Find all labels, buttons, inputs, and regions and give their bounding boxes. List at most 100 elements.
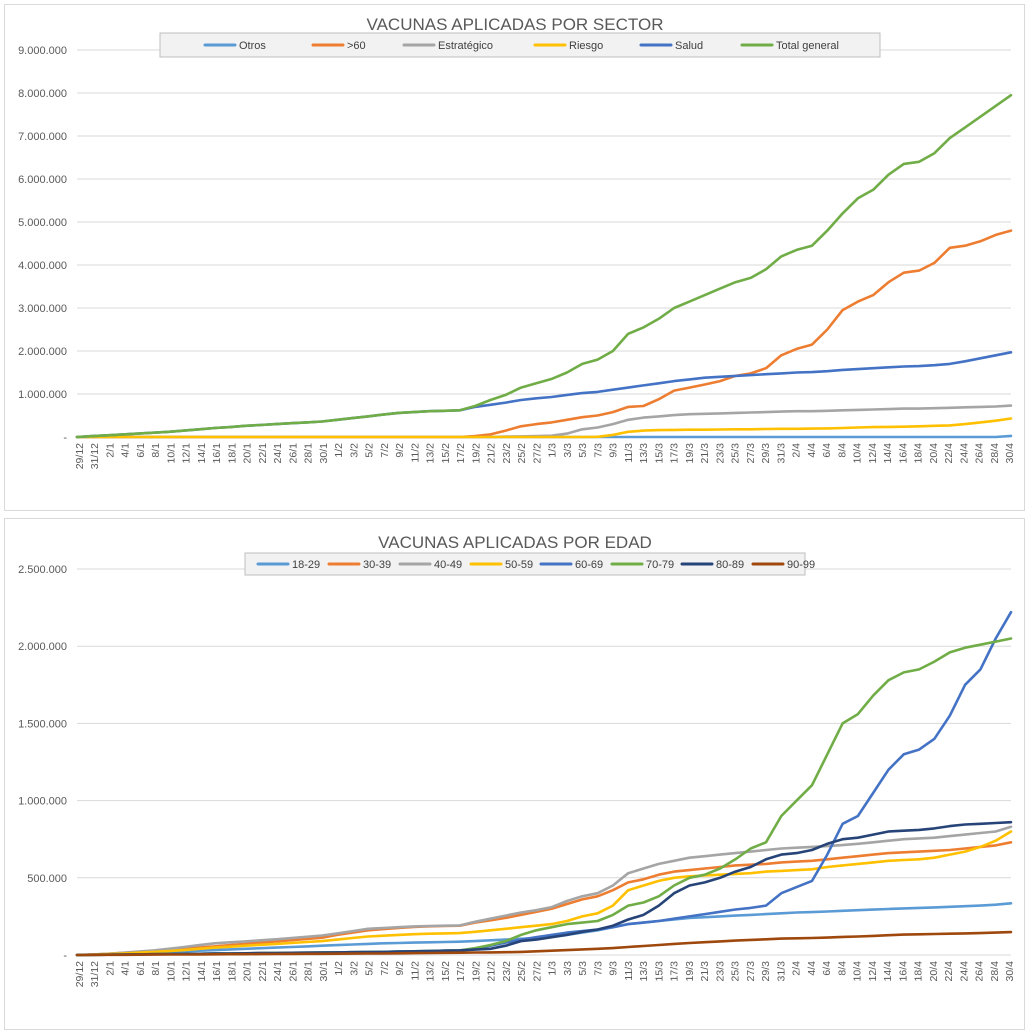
- x-tick-label: 16/1: [211, 443, 223, 464]
- y-tick-label: 1.000.000: [18, 796, 67, 808]
- x-tick-label: 29/12: [74, 443, 86, 469]
- x-tick-label: 6/4: [821, 961, 833, 976]
- chart-legend: 18-29 30-39 40-49 50-59 60-69 70-79 80-89 90-99: [244, 552, 815, 576]
- x-tick-label: 19/3: [684, 443, 696, 464]
- y-tick-label: 9.000.000: [18, 45, 67, 57]
- age-chart: VACUNAS APLICADAS POR EDAD - 500.000 1.000…: [18, 533, 1016, 987]
- x-tick-label: 2/4: [791, 961, 803, 976]
- x-tick-label: 28/4: [989, 961, 1001, 982]
- y-tick-label: 7.000.000: [18, 131, 67, 143]
- x-tick-label: 23/3: [714, 443, 726, 464]
- y-tick-label: 2.000.000: [18, 346, 67, 358]
- x-tick-label: 22/4: [943, 961, 955, 982]
- y-tick-label: 6.000.000: [18, 174, 67, 186]
- legend-label: Otros: [239, 40, 266, 52]
- y-tick-label: 1.000.000: [18, 389, 67, 401]
- x-tick-label: 21/3: [699, 443, 711, 464]
- legend-label: Total general: [776, 40, 839, 52]
- legend-label: Estratégico: [438, 40, 493, 52]
- chart-title: VACUNAS APLICADAS POR SECTOR: [367, 15, 664, 34]
- x-tick-label: 29/3: [760, 961, 772, 982]
- x-tick-label: 4/1: [120, 443, 132, 458]
- legend-label: 18-29: [292, 559, 320, 571]
- x-tick-label: 8/1: [150, 443, 162, 458]
- y-tick-label: 4.000.000: [18, 260, 67, 272]
- x-tick-label: 1/3: [547, 443, 559, 458]
- series-line-50-59: [75, 830, 1013, 957]
- y-tick-label: 3.000.000: [18, 303, 67, 315]
- x-tick-label: 5/2: [364, 443, 376, 458]
- x-tick-label: 13/3: [638, 443, 650, 464]
- y-tick-label: 2.000.000: [18, 641, 67, 653]
- x-tick-label: 9/2: [394, 443, 406, 458]
- x-tick-label: 7/3: [592, 961, 604, 976]
- sector-chart-panel: VACUNAS APLICADAS POR SECTOR - 1.000.000 2…: [4, 4, 1025, 511]
- x-tick-label: 14/1: [196, 443, 208, 464]
- series-line-90-99: [75, 930, 1013, 957]
- legend-label: Salud: [675, 40, 703, 52]
- x-tick-label: 22/1: [257, 443, 269, 464]
- x-tick-label: 17/2: [455, 961, 467, 982]
- x-tick-label: 17/3: [669, 443, 681, 464]
- x-tick-label: 31/3: [775, 961, 787, 982]
- x-tick-label: 3/3: [562, 443, 574, 458]
- x-tick-label: 21/3: [699, 961, 711, 982]
- series-line-estrat-gico: [75, 404, 1013, 439]
- legend-label: 50-59: [505, 559, 533, 571]
- y-tick-label: 8.000.000: [18, 88, 67, 100]
- x-tick-label: 26/4: [974, 961, 986, 982]
- x-tick-label: 30/1: [318, 443, 330, 464]
- chart-title: VACUNAS APLICADAS POR EDAD: [378, 533, 652, 552]
- x-tick-label: 16/1: [211, 961, 223, 982]
- x-tick-label: 12/1: [181, 961, 193, 982]
- x-tick-label: 29/12: [74, 961, 86, 987]
- x-tick-label: 8/4: [836, 443, 848, 458]
- x-tick-label: 6/4: [821, 443, 833, 458]
- x-tick-label: 27/3: [745, 961, 757, 982]
- x-tick-label: 18/4: [913, 443, 925, 464]
- x-tick-label: 22/1: [257, 961, 269, 982]
- x-tick-label: 3/2: [348, 961, 360, 976]
- x-tick-label: 17/3: [669, 961, 681, 982]
- y-tick-label: -: [63, 950, 67, 962]
- x-tick-label: 31/3: [775, 443, 787, 464]
- x-tick-label: 23/2: [501, 961, 513, 982]
- x-tick-label: 25/3: [730, 443, 742, 464]
- x-tick-label: 3/3: [562, 961, 574, 976]
- x-tick-label: 5/2: [364, 961, 376, 976]
- sector-chart: VACUNAS APLICADAS POR SECTOR - 1.000.000 2…: [18, 15, 1016, 469]
- x-tick-label: 27/2: [531, 443, 543, 464]
- x-tick-label: 26/1: [287, 443, 299, 464]
- x-tick-label: 24/4: [958, 443, 970, 464]
- x-tick-label: 28/4: [989, 443, 1001, 464]
- x-tick-label: 16/4: [897, 443, 909, 464]
- x-tick-label: 2/1: [104, 443, 116, 458]
- x-tick-label: 9/3: [608, 961, 620, 976]
- x-tick-label: 4/1: [120, 961, 132, 976]
- legend-label: 40-49: [434, 559, 462, 571]
- x-tick-label: 2/4: [791, 443, 803, 458]
- x-tick-label: 11/3: [623, 961, 635, 981]
- x-tick-label: 10/4: [852, 443, 864, 464]
- y-tick-label: 1.500.000: [18, 718, 67, 730]
- x-tick-label: 7/3: [592, 443, 604, 458]
- x-tick-label: 28/1: [303, 443, 315, 464]
- chart-legend: Otros >60 Estratégico Riesgo Salud Total gene…: [159, 32, 881, 58]
- x-tick-label: 12/4: [867, 961, 879, 982]
- x-tick-label: 24/1: [272, 443, 284, 464]
- series-line-30-39: [75, 840, 1013, 957]
- x-tick-label: 12/4: [867, 443, 879, 464]
- x-tick-label: 7/2: [379, 961, 391, 976]
- x-tick-label: 11/2: [409, 961, 421, 981]
- x-tick-label: 7/2: [379, 443, 391, 458]
- x-tick-label: 10/1: [165, 961, 177, 982]
- series-line-40-49: [75, 825, 1013, 957]
- x-tick-label: 14/4: [882, 961, 894, 982]
- x-tick-label: 4/4: [806, 443, 818, 458]
- x-tick-label: 10/1: [165, 443, 177, 464]
- series-line-riesgo: [75, 417, 1013, 439]
- series-line-60-69: [75, 610, 1013, 957]
- x-tick-label: 12/1: [181, 443, 193, 464]
- x-tick-label: 8/4: [836, 961, 848, 976]
- x-tick-label: 18/1: [226, 961, 238, 982]
